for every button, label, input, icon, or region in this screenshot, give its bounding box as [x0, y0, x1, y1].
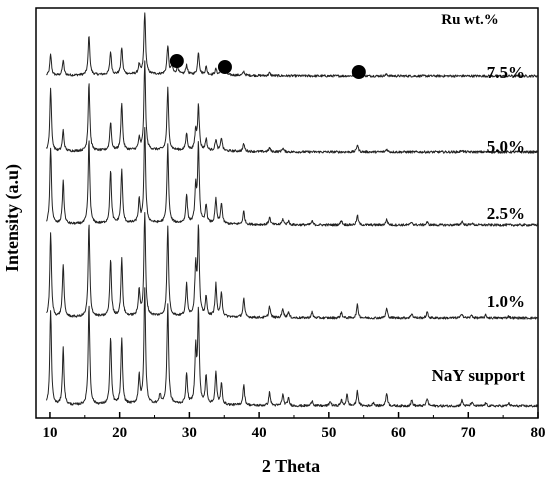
xrd-traces	[46, 12, 539, 408]
x-tick-label: 60	[391, 425, 406, 441]
x-tick-label: 40	[252, 425, 267, 441]
xrd-trace	[46, 212, 538, 320]
x-tick-label: 30	[182, 425, 197, 441]
ru-peak-markers	[169, 54, 366, 79]
xrd-trace	[46, 60, 539, 154]
y-axis-title: Intensity (a.u)	[2, 164, 23, 272]
ru-peak-marker	[351, 65, 366, 79]
x-tick-label: 70	[461, 425, 476, 441]
plot-border	[35, 7, 539, 419]
series-labels: 7.5% 5.0% 2.5% 1.0% NaY support	[432, 63, 526, 385]
x-tick-label: 10	[42, 425, 57, 441]
series-label: NaY support	[432, 366, 526, 385]
x-tick-label: 20	[112, 425, 127, 441]
ru-peak-marker	[217, 60, 232, 74]
plot-area	[35, 7, 539, 419]
legend-title: Ru wt.%	[441, 12, 499, 28]
series-label: 5.0%	[487, 137, 525, 156]
x-axis-ticks: 10 20 30 40 50 60 70 80	[42, 412, 546, 441]
series-label: 1.0%	[487, 292, 525, 311]
series-label: 7.5%	[487, 63, 525, 82]
x-tick-label: 50	[321, 425, 336, 441]
ru-peak-marker	[169, 54, 184, 68]
xrd-trace	[46, 127, 539, 227]
xrd-trace	[46, 287, 538, 408]
series-label: 2.5%	[487, 204, 525, 223]
x-axis-title: 2 Theta	[262, 456, 320, 476]
x-tick-label: 80	[531, 425, 546, 441]
xrd-trace	[46, 12, 539, 78]
